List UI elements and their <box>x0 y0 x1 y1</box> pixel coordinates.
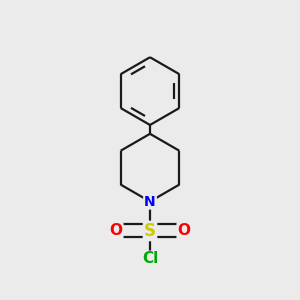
Text: N: N <box>144 194 156 208</box>
Text: Cl: Cl <box>142 251 158 266</box>
Text: O: O <box>110 224 123 238</box>
Text: S: S <box>144 222 156 240</box>
Text: O: O <box>177 224 190 238</box>
